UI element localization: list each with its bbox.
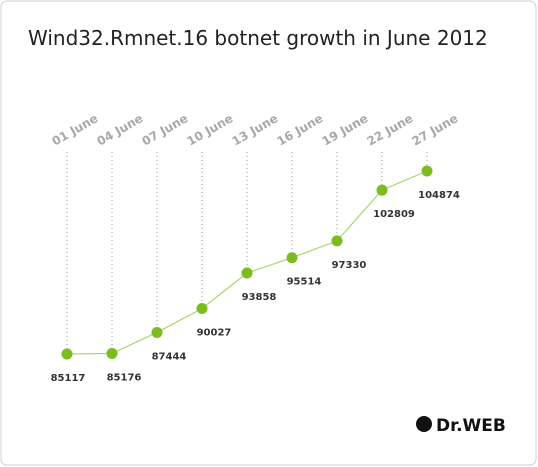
- value-label: 102809: [373, 209, 415, 220]
- value-label: 104874: [418, 190, 460, 201]
- point: [286, 252, 298, 264]
- point: [61, 348, 73, 360]
- value-label: 85176: [107, 372, 142, 383]
- logo: Dr.WEB: [416, 416, 506, 436]
- logo-text: Dr.WEB: [436, 416, 506, 436]
- point: [421, 165, 433, 177]
- value-label: 95514: [287, 277, 322, 288]
- value-label: 93858: [242, 292, 277, 303]
- point: [376, 184, 388, 196]
- point: [106, 347, 118, 359]
- chart-title: Wind32.Rmnet.16 botnet growth in June 20…: [28, 26, 488, 50]
- point: [241, 267, 253, 279]
- point: [151, 326, 163, 338]
- value-label: 85117: [51, 373, 86, 384]
- value-label: 97330: [332, 260, 367, 271]
- value-label: 87444: [152, 351, 187, 362]
- point: [331, 235, 343, 247]
- logo-icon: [416, 416, 432, 432]
- value-label: 90027: [197, 328, 232, 339]
- point: [196, 303, 208, 315]
